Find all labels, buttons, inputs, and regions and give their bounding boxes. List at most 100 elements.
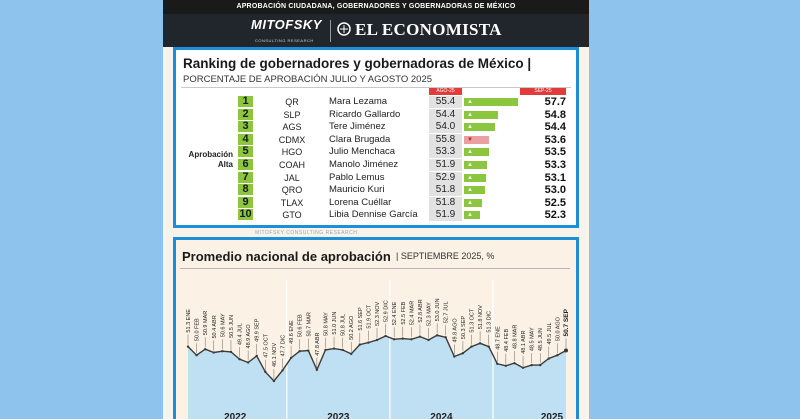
data-label: 52.5 FEB [401,301,407,324]
data-label: 49.5 JUL [547,322,553,344]
data-point [341,348,344,352]
table-row: 1 QR Mara Lezama 55.4 ▲ 57.7 [176,96,576,108]
data-label: 49.8 AGO [452,318,458,343]
governor-name: Mauricio Kuri [329,184,385,196]
el-economista-logo: EL ECONOMISTA [355,20,502,39]
data-label: 50.4 ABR [212,315,218,338]
rank-badge: 9 [238,196,253,208]
current-approval: 53.0 [544,184,566,197]
data-label: 53.0 JUN [435,298,441,321]
watermark-text: MITOFSKY CONSULTING RESEARCH [255,230,358,236]
table-row: 2 SLP Ricardo Gallardo 54.4 ▲ 54.8 [176,108,576,121]
data-point [324,348,327,352]
data-point [487,345,490,348]
el-economista-emblem-icon [337,22,351,36]
approval-bar: ▲ [464,98,518,106]
rank-badge: 7 [238,171,253,183]
data-label: 51.0 JUN [332,312,338,335]
data-label: 51.3 DIC [487,311,493,333]
infographic: APROBACIÓN CIUDADANA, GOBERNADORES Y GOB… [163,0,589,419]
trend-up-icon: ▲ [467,149,473,156]
state-abbreviation: SLP [283,109,301,120]
governor-name: Libia Dennise García [329,209,418,221]
rank-badge: 6 [238,159,253,170]
data-label: 50.7 MAR [306,312,312,336]
column-header-previous: AGO-25 [429,88,462,95]
previous-approval: 54.0 [429,121,462,134]
data-point [461,352,465,355]
data-point [539,363,542,367]
data-label: 48.8 MAR [512,325,518,349]
data-label: 50.6 FEB [298,314,304,337]
table-row: 8 QRO Mauricio Kuri 51.8 ▲ 53.0 [176,184,576,197]
ranking-title: Ranking de gobernadores y gobernadoras d… [183,56,532,71]
governor-name: Pablo Lemus [329,171,385,183]
ranking-subtitle: PORCENTAJE DE APROBACIÓN JULIO Y AGOSTO … [183,74,433,85]
current-approval: 53.6 [544,133,566,146]
data-point [298,350,301,353]
data-point [521,366,525,369]
approval-bar: ▲ [464,198,482,207]
approval-area [188,335,566,419]
data-point [195,353,198,357]
trend-chart: 51.3 ENE 50.0 FEB 50.9 MAR 50.4 ABR 50.6 MAY… [186,280,570,419]
chart-subtitle: | SEPTIEMBRE 2025, % [396,251,495,261]
previous-approval: 55.8 [429,133,462,146]
divider [180,268,570,269]
approval-bar: ▲ [464,186,485,195]
trend-down-icon: ▼ [467,136,473,143]
data-label: 51.9 OCT [366,304,372,328]
change-bar-track: ▲ [464,148,520,157]
table-row: 7 JAL Pablo Lemus 52.9 ▲ 53.1 [176,171,576,184]
state-abbreviation: GTO [282,210,302,221]
data-point [504,364,508,367]
trend-up-icon: ▲ [467,99,473,105]
trend-up-icon: ▲ [467,199,473,206]
table-row: 9 TLAX Lorena Cuéllar 51.8 ▲ 52.5 [176,196,576,209]
data-point [281,369,284,372]
data-point [427,338,430,342]
change-bar-track: ▲ [464,98,520,106]
data-label: 52.4 MAR [409,301,415,325]
data-point [547,357,551,360]
data-label: 47.8 ABR [315,332,321,355]
table-row: 6 COAH Manolo Jiménez 51.9 ▲ 53.3 [176,159,576,171]
data-label: 52.3 NOV [375,301,381,325]
data-label: 49.4 JUL [238,323,244,345]
data-point [315,368,319,371]
current-approval: 53.1 [544,171,566,184]
data-label: 48.9 AGO [246,324,252,349]
trend-up-icon: ▲ [467,111,473,118]
table-row: 4 CDMX Clara Brugada 55.8 ▼ 53.6 [176,133,576,146]
change-bar-track: ▲ [464,161,520,169]
year-label: 2023 [327,412,350,419]
previous-approval: 51.9 [429,209,462,222]
data-point [186,345,190,348]
governor-name: Clara Brugada [329,133,391,145]
data-label: 50.3 SEP [461,316,467,340]
data-point [401,337,404,340]
data-label: 50.8 JUL [341,314,347,336]
data-point [375,338,379,342]
data-point [350,352,353,356]
governor-name: Manolo Jiménez [329,159,399,170]
state-abbreviation: HGO [281,147,303,158]
governor-name: Tere Jiménez [329,121,386,133]
change-bar-track: ▲ [464,110,520,119]
ranking-panel: Ranking de gobernadores y gobernadoras d… [173,47,579,228]
previous-approval: 51.8 [429,196,462,209]
brand-divider [330,20,331,42]
state-abbreviation: COAH [278,160,305,170]
table-row: 3 AGS Tere Jiménez 54.0 ▲ 54.4 [176,121,576,134]
trend-up-icon: ▲ [467,162,473,168]
previous-approval: 52.9 [429,171,462,184]
previous-approval: 54.4 [429,108,462,121]
data-label: 48.7 ENE [495,326,501,350]
governor-name: Ricardo Gallardo [329,108,401,120]
data-point [435,334,439,337]
rank-badge: 1 [238,96,253,107]
data-point [332,347,336,350]
state-abbreviation: JAL [284,172,300,183]
rank-badge: 3 [238,121,253,133]
data-point [358,343,362,346]
